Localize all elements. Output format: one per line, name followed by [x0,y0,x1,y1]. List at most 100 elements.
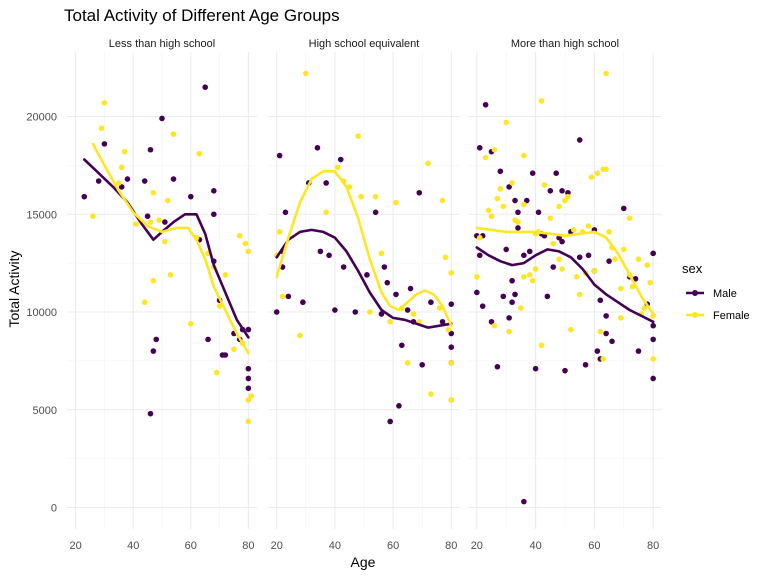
data-point [81,193,88,200]
data-point [603,70,609,77]
data-point [550,240,557,247]
data-point [641,305,648,311]
x-tick-label: 20 [471,540,483,552]
data-point [303,70,309,77]
data-point [404,307,411,313]
data-point [358,193,364,200]
data-point [372,209,379,216]
data-point [98,125,105,132]
data-point [603,166,609,173]
x-tick-label: 60 [387,540,399,552]
data-point [245,365,252,372]
data-point [512,291,518,298]
x-tick-label: 40 [529,540,541,552]
data-point [532,266,539,272]
data-point [547,187,554,194]
data-point [387,418,393,425]
data-point [576,254,583,261]
data-point [518,305,524,311]
data-point [187,193,194,200]
data-point [231,346,237,352]
y-tick-label: 0 [51,502,57,514]
data-point [245,418,252,425]
data-point [597,328,604,335]
data-point [585,252,592,259]
data-point [594,170,601,177]
data-point [381,264,388,270]
data-point [276,152,283,159]
data-point [620,246,627,253]
data-point [279,293,286,300]
data-point [509,180,515,186]
x-tick-label: 20 [271,540,283,552]
data-point [562,367,568,374]
data-point [448,270,455,276]
data-point [337,156,344,163]
y-tick-label: 15000 [26,209,57,221]
data-point [565,193,571,200]
data-point [521,498,527,505]
data-point [222,352,229,358]
data-point [273,309,280,315]
data-point [393,199,399,206]
data-point [626,215,633,221]
data-point [494,195,501,202]
facet-strip-label: More than high school [511,38,619,50]
data-point [317,248,324,255]
data-point [515,219,521,225]
data-point [556,203,562,210]
data-point [526,272,533,278]
data-point [410,311,417,317]
data-point [559,238,565,245]
data-point [506,184,512,190]
data-point [529,170,536,177]
data-point [497,168,504,175]
data-point [550,264,557,270]
data-point [121,148,128,155]
x-tick-label: 20 [70,540,82,552]
data-point [521,274,527,280]
facet-strip-label: High school equivalent [309,38,420,50]
data-point [448,397,455,403]
data-point [340,264,347,270]
data-point [326,252,332,259]
data-point [393,291,399,298]
data-point [476,234,483,241]
data-point [509,299,515,306]
data-point [164,197,171,204]
data-point [205,336,211,343]
data-point [559,187,565,194]
data-point [162,238,168,245]
data-point [515,209,521,216]
data-point [526,248,533,255]
data-point [387,318,393,325]
data-point [187,320,194,327]
data-point [439,197,446,204]
data-point [216,303,223,309]
x-axis-title: Age [351,554,376,570]
data-point [150,348,157,354]
data-point [162,219,168,225]
data-point [156,217,162,223]
smooth-line [275,170,453,327]
data-point [506,328,512,335]
facet-panel: 20 40 60 80 0 5000 10000 15000 20000 Less than hi… [26,38,257,552]
data-point [159,115,165,122]
y-tick-label: 5000 [33,405,57,417]
data-point [332,307,338,313]
legend: sex Male Female [682,261,750,322]
chart-title: Total Activity of Different Age Groups [64,6,340,25]
data-point [609,338,615,345]
data-point [476,252,483,259]
data-point [650,250,656,257]
data-point [285,293,292,300]
data-point [573,274,580,280]
data-point [448,344,455,350]
data-point [425,160,431,167]
data-point [419,361,425,368]
data-point [141,178,148,184]
data-point [442,254,449,261]
data-point [170,176,177,182]
data-point [124,176,131,182]
data-point [620,205,627,212]
